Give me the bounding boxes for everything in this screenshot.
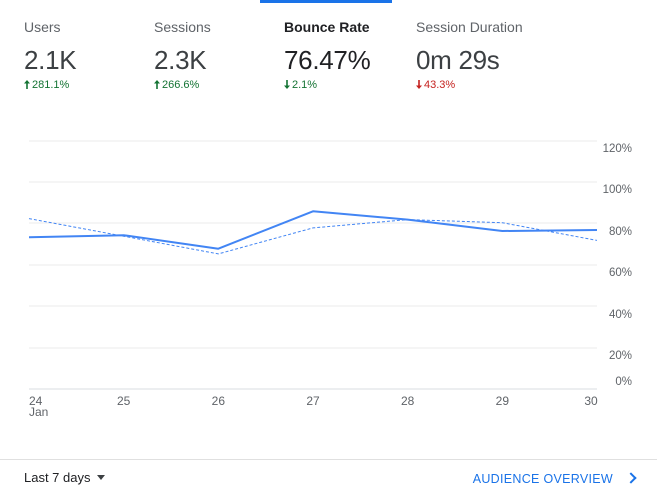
bounce-rate-line-chart: 120% 100% 80% 60% 40% 20% 0% 24 25 26 27 28 29 30 Jan	[28, 140, 632, 419]
metric-value: 2.1K	[24, 45, 77, 75]
date-range-dropdown[interactable]: Last 7 days	[24, 470, 105, 485]
active-tab-indicator	[260, 0, 392, 3]
metric-tab-session-duration[interactable]: Session Duration 0m 29s 43.3%	[416, 0, 556, 100]
metric-value: 0m 29s	[416, 45, 500, 75]
metric-change-value: 43.3%	[424, 79, 456, 91]
y-tick-label: 120%	[603, 143, 632, 155]
x-tick-label: 26	[212, 394, 226, 408]
caret-down-icon	[96, 475, 105, 480]
metric-change-value: 2.1%	[292, 79, 318, 91]
y-tick-label: 40%	[609, 309, 632, 321]
date-range-label: Last 7 days	[24, 470, 91, 485]
y-tick-label: 0%	[615, 376, 632, 388]
metric-change: 2.1%	[284, 79, 317, 91]
metric-label: Sessions	[154, 19, 211, 35]
x-tick-label: 27	[306, 394, 320, 408]
current-series-line	[28, 210, 598, 250]
metric-change: 266.6%	[154, 79, 199, 91]
metric-value: 76.47%	[284, 45, 371, 75]
x-tick-sublabel: Jan	[29, 405, 48, 419]
metric-tabs: Users 2.1K 281.1% Sessions 2.3K 266.6% B…	[0, 0, 657, 100]
x-tick-label: 29	[496, 394, 510, 408]
y-tick-label: 60%	[609, 267, 632, 279]
metric-value: 2.3K	[154, 45, 207, 75]
metric-tab-bounce-rate[interactable]: Bounce Rate 76.47% 2.1%	[284, 0, 392, 100]
audience-overview-label: AUDIENCE OVERVIEW	[472, 472, 613, 486]
y-tick-label: 100%	[603, 184, 632, 196]
y-tick-label: 80%	[609, 226, 632, 238]
metric-change-value: 266.6%	[162, 79, 200, 91]
arrow-up-icon	[24, 80, 30, 89]
x-tick-label: 25	[117, 394, 131, 408]
metric-tab-sessions[interactable]: Sessions 2.3K 266.6%	[154, 0, 264, 100]
metric-label: Bounce Rate	[284, 19, 370, 35]
x-tick-label: 30	[584, 394, 598, 408]
footer-divider	[0, 459, 657, 460]
comparison-series-line	[28, 218, 598, 255]
metric-label: Session Duration	[416, 19, 523, 35]
arrow-down-icon	[284, 80, 290, 89]
audience-overview-link[interactable]: AUDIENCE OVERVIEW	[472, 472, 637, 486]
metric-label: Users	[24, 19, 61, 35]
chevron-right-icon	[625, 472, 637, 484]
arrow-down-icon	[416, 80, 422, 89]
y-tick-label: 20%	[609, 350, 632, 362]
metric-change-value: 281.1%	[32, 79, 70, 91]
x-tick-label: 24	[29, 394, 43, 408]
metric-change: 43.3%	[416, 79, 455, 91]
x-tick-label: 28	[401, 394, 415, 408]
metric-change: 281.1%	[24, 79, 69, 91]
arrow-up-icon	[154, 80, 160, 89]
metric-tab-users[interactable]: Users 2.1K 281.1%	[24, 0, 134, 100]
